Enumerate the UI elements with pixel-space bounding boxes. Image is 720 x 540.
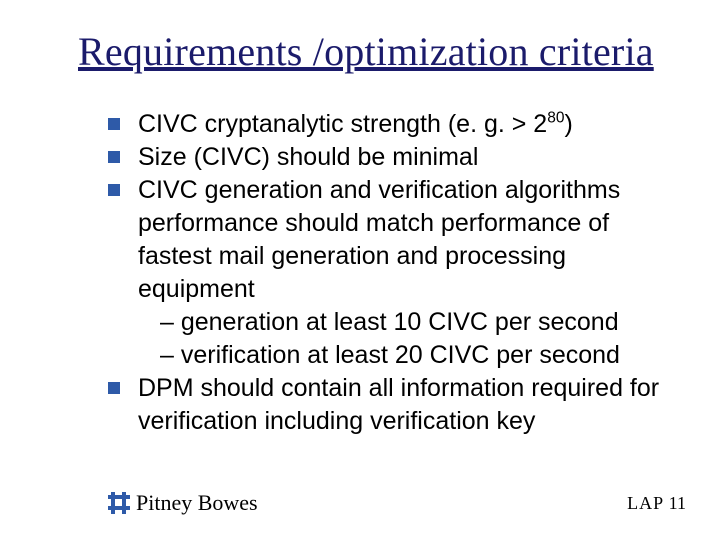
bullet-text: CIVC generation and verification algorit…	[138, 174, 670, 372]
sub-bullet-2: – verification at least 20 CIVC per seco…	[138, 339, 670, 372]
bullet-1-post: )	[564, 110, 572, 138]
page-num-value: 11	[669, 493, 686, 513]
page-number: LAP 11	[627, 493, 686, 514]
square-bullet-icon	[108, 118, 120, 130]
bullet-item-1: CIVC cryptanalytic strength (e. g. > 280…	[108, 108, 670, 141]
page-label: LAP	[627, 493, 664, 513]
slide: Requirements /optimization criteria CIVC…	[0, 0, 720, 540]
slide-title: Requirements /optimization criteria	[78, 28, 680, 75]
footer: Pitney Bowes	[108, 490, 258, 516]
bullet-item-3: CIVC generation and verification algorit…	[108, 174, 670, 372]
sub-bullet-1: – generation at least 10 CIVC per second	[138, 306, 670, 339]
square-bullet-icon	[108, 151, 120, 163]
bullet-item-2: Size (CIVC) should be minimal	[108, 141, 670, 174]
bullet-text: Size (CIVC) should be minimal	[138, 141, 670, 174]
bullet-3-main: CIVC generation and verification algorit…	[138, 176, 620, 303]
pitney-bowes-logo-icon	[108, 492, 130, 514]
bullet-text: CIVC cryptanalytic strength (e. g. > 280…	[138, 108, 670, 141]
bullet-1-superscript: 80	[547, 110, 564, 127]
footer-brand: Pitney Bowes	[136, 490, 258, 516]
bullet-1-pre: CIVC cryptanalytic strength (e. g. > 2	[138, 110, 547, 138]
square-bullet-icon	[108, 382, 120, 394]
square-bullet-icon	[108, 184, 120, 196]
slide-body: CIVC cryptanalytic strength (e. g. > 280…	[108, 108, 670, 438]
bullet-item-4: DPM should contain all information requi…	[108, 372, 670, 438]
bullet-text: DPM should contain all information requi…	[138, 372, 670, 438]
